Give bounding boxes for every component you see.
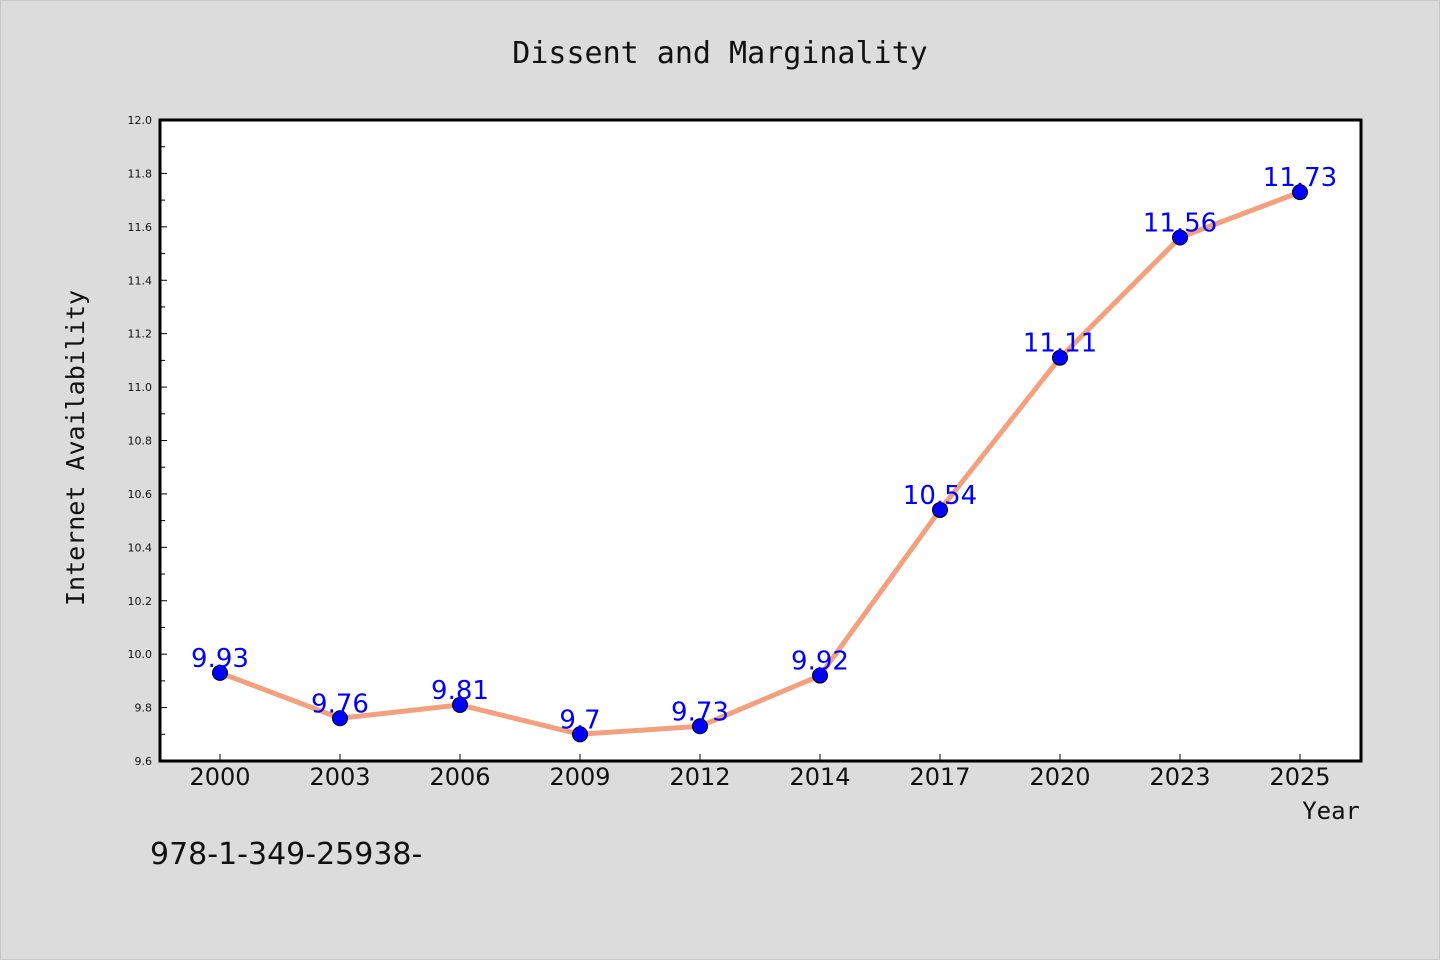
data-point xyxy=(932,501,948,518)
y-tick-label: 11.4 xyxy=(128,274,153,287)
y-tick-label: 10.4 xyxy=(128,541,153,554)
chart-title: Dissent and Marginality xyxy=(512,36,927,71)
x-tick-label: 2014 xyxy=(789,763,850,791)
x-tick-label: 2012 xyxy=(669,763,730,791)
y-tick-label: 10.8 xyxy=(128,435,153,448)
data-label: 11.73 xyxy=(1263,163,1337,193)
y-axis-label: Internet Availability xyxy=(61,290,90,606)
y-tick-label: 9.6 xyxy=(135,755,153,768)
series-internet-availability: 9.93 9.76 9.81 9.7 9.73 9.92 10.54 11.11 11.56 11… xyxy=(191,163,1337,743)
y-tick-label: 11.6 xyxy=(128,221,153,234)
x-axis-label: Year xyxy=(1302,797,1360,825)
isbn-annotation: 978-1-349-25938- xyxy=(150,837,422,872)
x-tick-label: 2003 xyxy=(309,763,370,791)
y-tick-label: 10.2 xyxy=(128,595,153,608)
data-label: 9.93 xyxy=(191,644,249,674)
data-point xyxy=(1292,184,1308,201)
data-point xyxy=(812,667,828,684)
x-tick-label: 2025 xyxy=(1269,763,1330,791)
data-point xyxy=(692,718,708,735)
y-tick-label: 11.0 xyxy=(128,381,153,394)
data-label: 11.11 xyxy=(1023,329,1097,359)
y-tick-label: 9.8 xyxy=(135,702,153,715)
data-label: 9.7 xyxy=(559,705,600,735)
x-tick-label: 2000 xyxy=(189,763,250,791)
data-label: 9.76 xyxy=(311,689,369,719)
data-point xyxy=(572,726,588,743)
y-tick-label: 11.2 xyxy=(128,328,153,341)
x-tick-label: 2020 xyxy=(1029,763,1090,791)
x-axis: 2000 2003 2006 2009 2012 2014 2017 2020 2023 2025 xyxy=(189,754,1331,791)
data-label: 11.56 xyxy=(1143,209,1217,239)
x-tick-label: 2006 xyxy=(429,763,490,791)
x-tick-label: 2017 xyxy=(909,763,970,791)
data-point xyxy=(332,710,348,727)
data-point xyxy=(1052,349,1068,366)
data-point xyxy=(452,696,468,713)
data-point xyxy=(212,664,228,681)
y-axis: 9.6 9.8 10.0 10.2 10.4 10.6 10.8 11.0 11.2 11.4 11… xyxy=(128,114,167,768)
series-line xyxy=(217,189,1303,737)
data-point xyxy=(1172,229,1188,246)
x-tick-label: 2009 xyxy=(549,763,610,791)
y-tick-label: 10.0 xyxy=(128,648,153,661)
x-tick-label: 2023 xyxy=(1149,763,1210,791)
y-tick-label: 10.6 xyxy=(128,488,153,501)
y-tick-label: 11.8 xyxy=(128,167,153,180)
data-label: 9.92 xyxy=(791,647,849,677)
data-label: 9.81 xyxy=(431,676,489,706)
plot-area xyxy=(158,118,1363,763)
data-label: 10.54 xyxy=(903,481,977,511)
data-label: 9.73 xyxy=(671,697,729,727)
y-tick-label: 12.0 xyxy=(128,114,153,127)
